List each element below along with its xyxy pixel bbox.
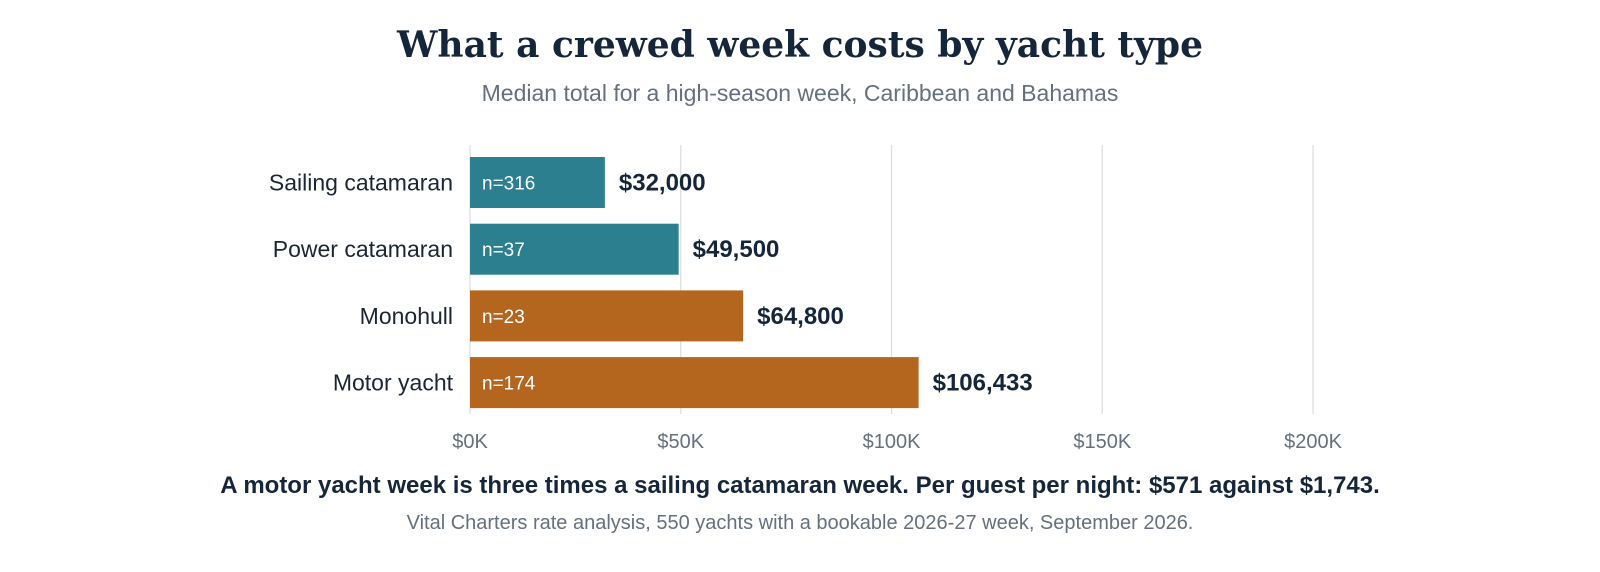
source-note: Vital Charters rate analysis, 550 yachts… (406, 512, 1194, 534)
chart-title: What a crewed week costs by yacht type (397, 24, 1203, 66)
category-label: Sailing catamaran (269, 170, 453, 196)
x-tick-label: $100K (863, 431, 921, 453)
x-tick-label: $50K (657, 431, 704, 453)
category-label: Power catamaran (273, 236, 453, 262)
bar (470, 157, 605, 208)
chart-subtitle: Median total for a high-season week, Car… (481, 80, 1119, 106)
bars: n=316 $32,000 n=37 $49,500 n=23 $64,800 n=174 $… (470, 157, 1033, 409)
bar-sample-label: n=316 (482, 174, 535, 195)
category-labels: Sailing catamaran Power catamaran Monohull… (269, 170, 454, 396)
bar-value-label: $49,500 (693, 236, 780, 263)
bar-sample-label: n=23 (482, 307, 525, 328)
bar-sample-label: n=174 (482, 374, 536, 395)
bar-value-label: $32,000 (619, 170, 706, 197)
bar-value-label: $106,433 (933, 370, 1033, 397)
bar (470, 290, 744, 342)
bar-value-label: $64,800 (757, 303, 844, 330)
x-tick-label: $200K (1284, 431, 1342, 453)
bar (470, 357, 919, 409)
bar (470, 223, 679, 275)
category-label: Monohull (360, 303, 453, 329)
x-tick-label: $0K (452, 431, 488, 453)
bar-sample-label: n=37 (482, 240, 525, 261)
takeaway-note: A motor yacht week is three times a sail… (220, 472, 1380, 499)
x-tick-label: $150K (1073, 431, 1131, 453)
category-label: Motor yacht (333, 370, 454, 396)
x-axis-ticks: $0K $50K $100K $150K $200K (452, 431, 1342, 453)
